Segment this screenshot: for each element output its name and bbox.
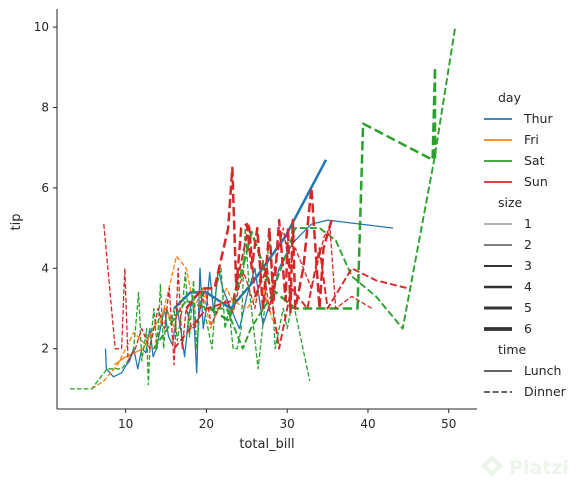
platzi-watermark: Platzi xyxy=(481,455,569,479)
legend-size-5-label: 5 xyxy=(524,300,532,315)
legend-day-sat-label: Sat xyxy=(524,153,545,168)
legend-size-1-label: 1 xyxy=(524,216,532,231)
y-tick-label: 6 xyxy=(41,181,49,195)
legend-title-size: size xyxy=(498,195,523,210)
x-axis-label: total_bill xyxy=(239,437,294,452)
x-tick-label: 30 xyxy=(280,417,295,431)
legend-title-day: day xyxy=(498,90,522,105)
legend-day-thur-label: Thur xyxy=(523,111,553,126)
legend-time-lunch-label: Lunch xyxy=(524,363,561,378)
plot-lines xyxy=(69,26,457,390)
platzi-wordmark: Platzi xyxy=(509,457,569,479)
x-ticks: 10 20 30 40 50 xyxy=(118,409,456,431)
y-tick-label: 10 xyxy=(34,20,49,34)
legend-day-sun-label: Sun xyxy=(524,174,548,189)
line-thur-lunch-size4 xyxy=(173,159,328,310)
legend-time-dinner-label: Dinner xyxy=(524,384,567,399)
legend-size-3-label: 3 xyxy=(524,258,532,273)
legend-size-4-label: 4 xyxy=(524,279,532,294)
line-sat-dinner-size2 xyxy=(69,227,311,390)
platzi-logo-icon xyxy=(481,455,503,477)
y-axis-label: tip xyxy=(9,214,24,231)
line-thur-lunch-size2 xyxy=(104,219,394,378)
x-tick-label: 40 xyxy=(360,417,375,431)
line-sat-dinner-size3 xyxy=(153,26,457,350)
legend-size-6-label: 6 xyxy=(524,321,532,336)
x-tick-label: 50 xyxy=(441,417,456,431)
line-fri-dinner-size2 xyxy=(91,255,274,390)
y-tick-label: 8 xyxy=(41,100,49,114)
x-tick-label: 20 xyxy=(199,417,214,431)
y-ticks: 2 4 6 8 10 xyxy=(34,20,57,356)
legend-title-time: time xyxy=(498,342,527,357)
line-sun-dinner-size4 xyxy=(185,166,333,314)
legend-size-2-label: 2 xyxy=(524,237,532,252)
legend-day-fri-label: Fri xyxy=(524,132,539,147)
y-tick-label: 4 xyxy=(41,261,49,275)
line-sat-dinner-size4 xyxy=(209,66,437,322)
y-tick-label: 2 xyxy=(41,342,49,356)
x-tick-label: 10 xyxy=(118,417,133,431)
